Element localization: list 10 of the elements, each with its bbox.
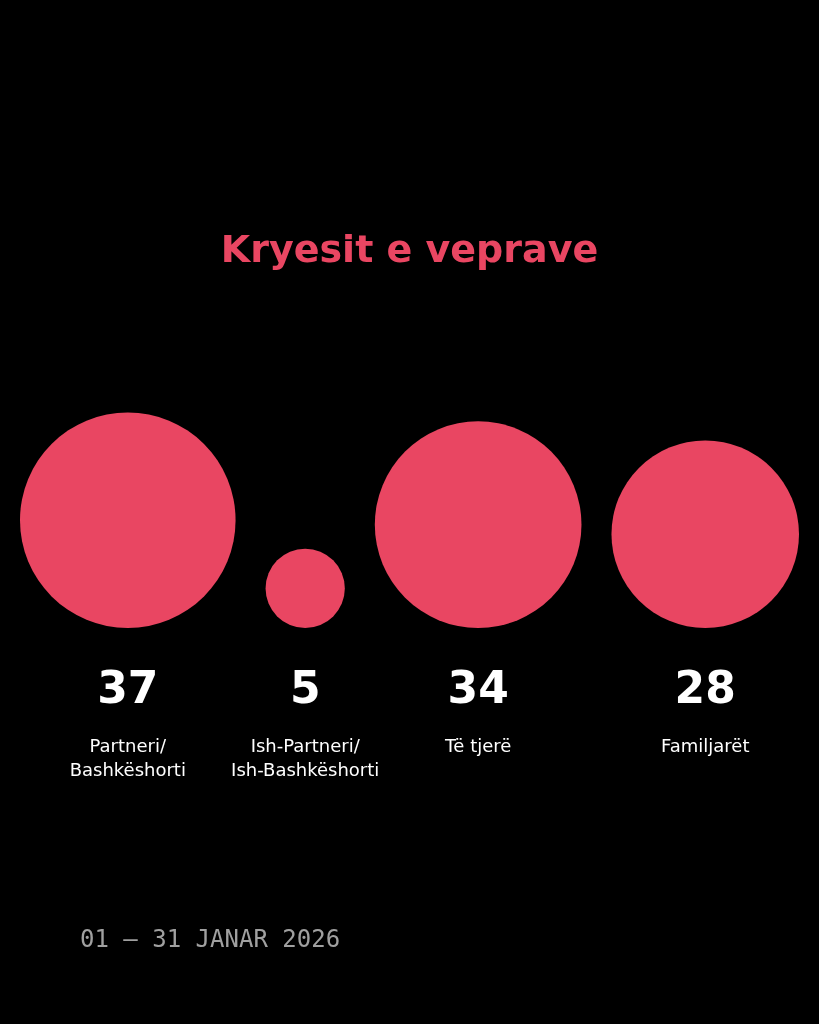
text: 01 – 31 JANAR 2026 xyxy=(80,925,341,953)
data-label: 37 xyxy=(97,662,159,713)
category-label: Partneri/ Bashkëshorti xyxy=(69,735,186,780)
category-label: Ish-Partneri/ Ish-Bashkëshorti xyxy=(231,735,380,780)
category-label: Familjarët xyxy=(661,735,750,756)
data-label: 34 xyxy=(447,662,509,713)
data-label: 28 xyxy=(674,662,736,713)
text: Kryesit e veprave xyxy=(220,227,599,271)
data-label: 5 xyxy=(289,662,321,713)
category-label: Të tjerë xyxy=(443,735,512,756)
